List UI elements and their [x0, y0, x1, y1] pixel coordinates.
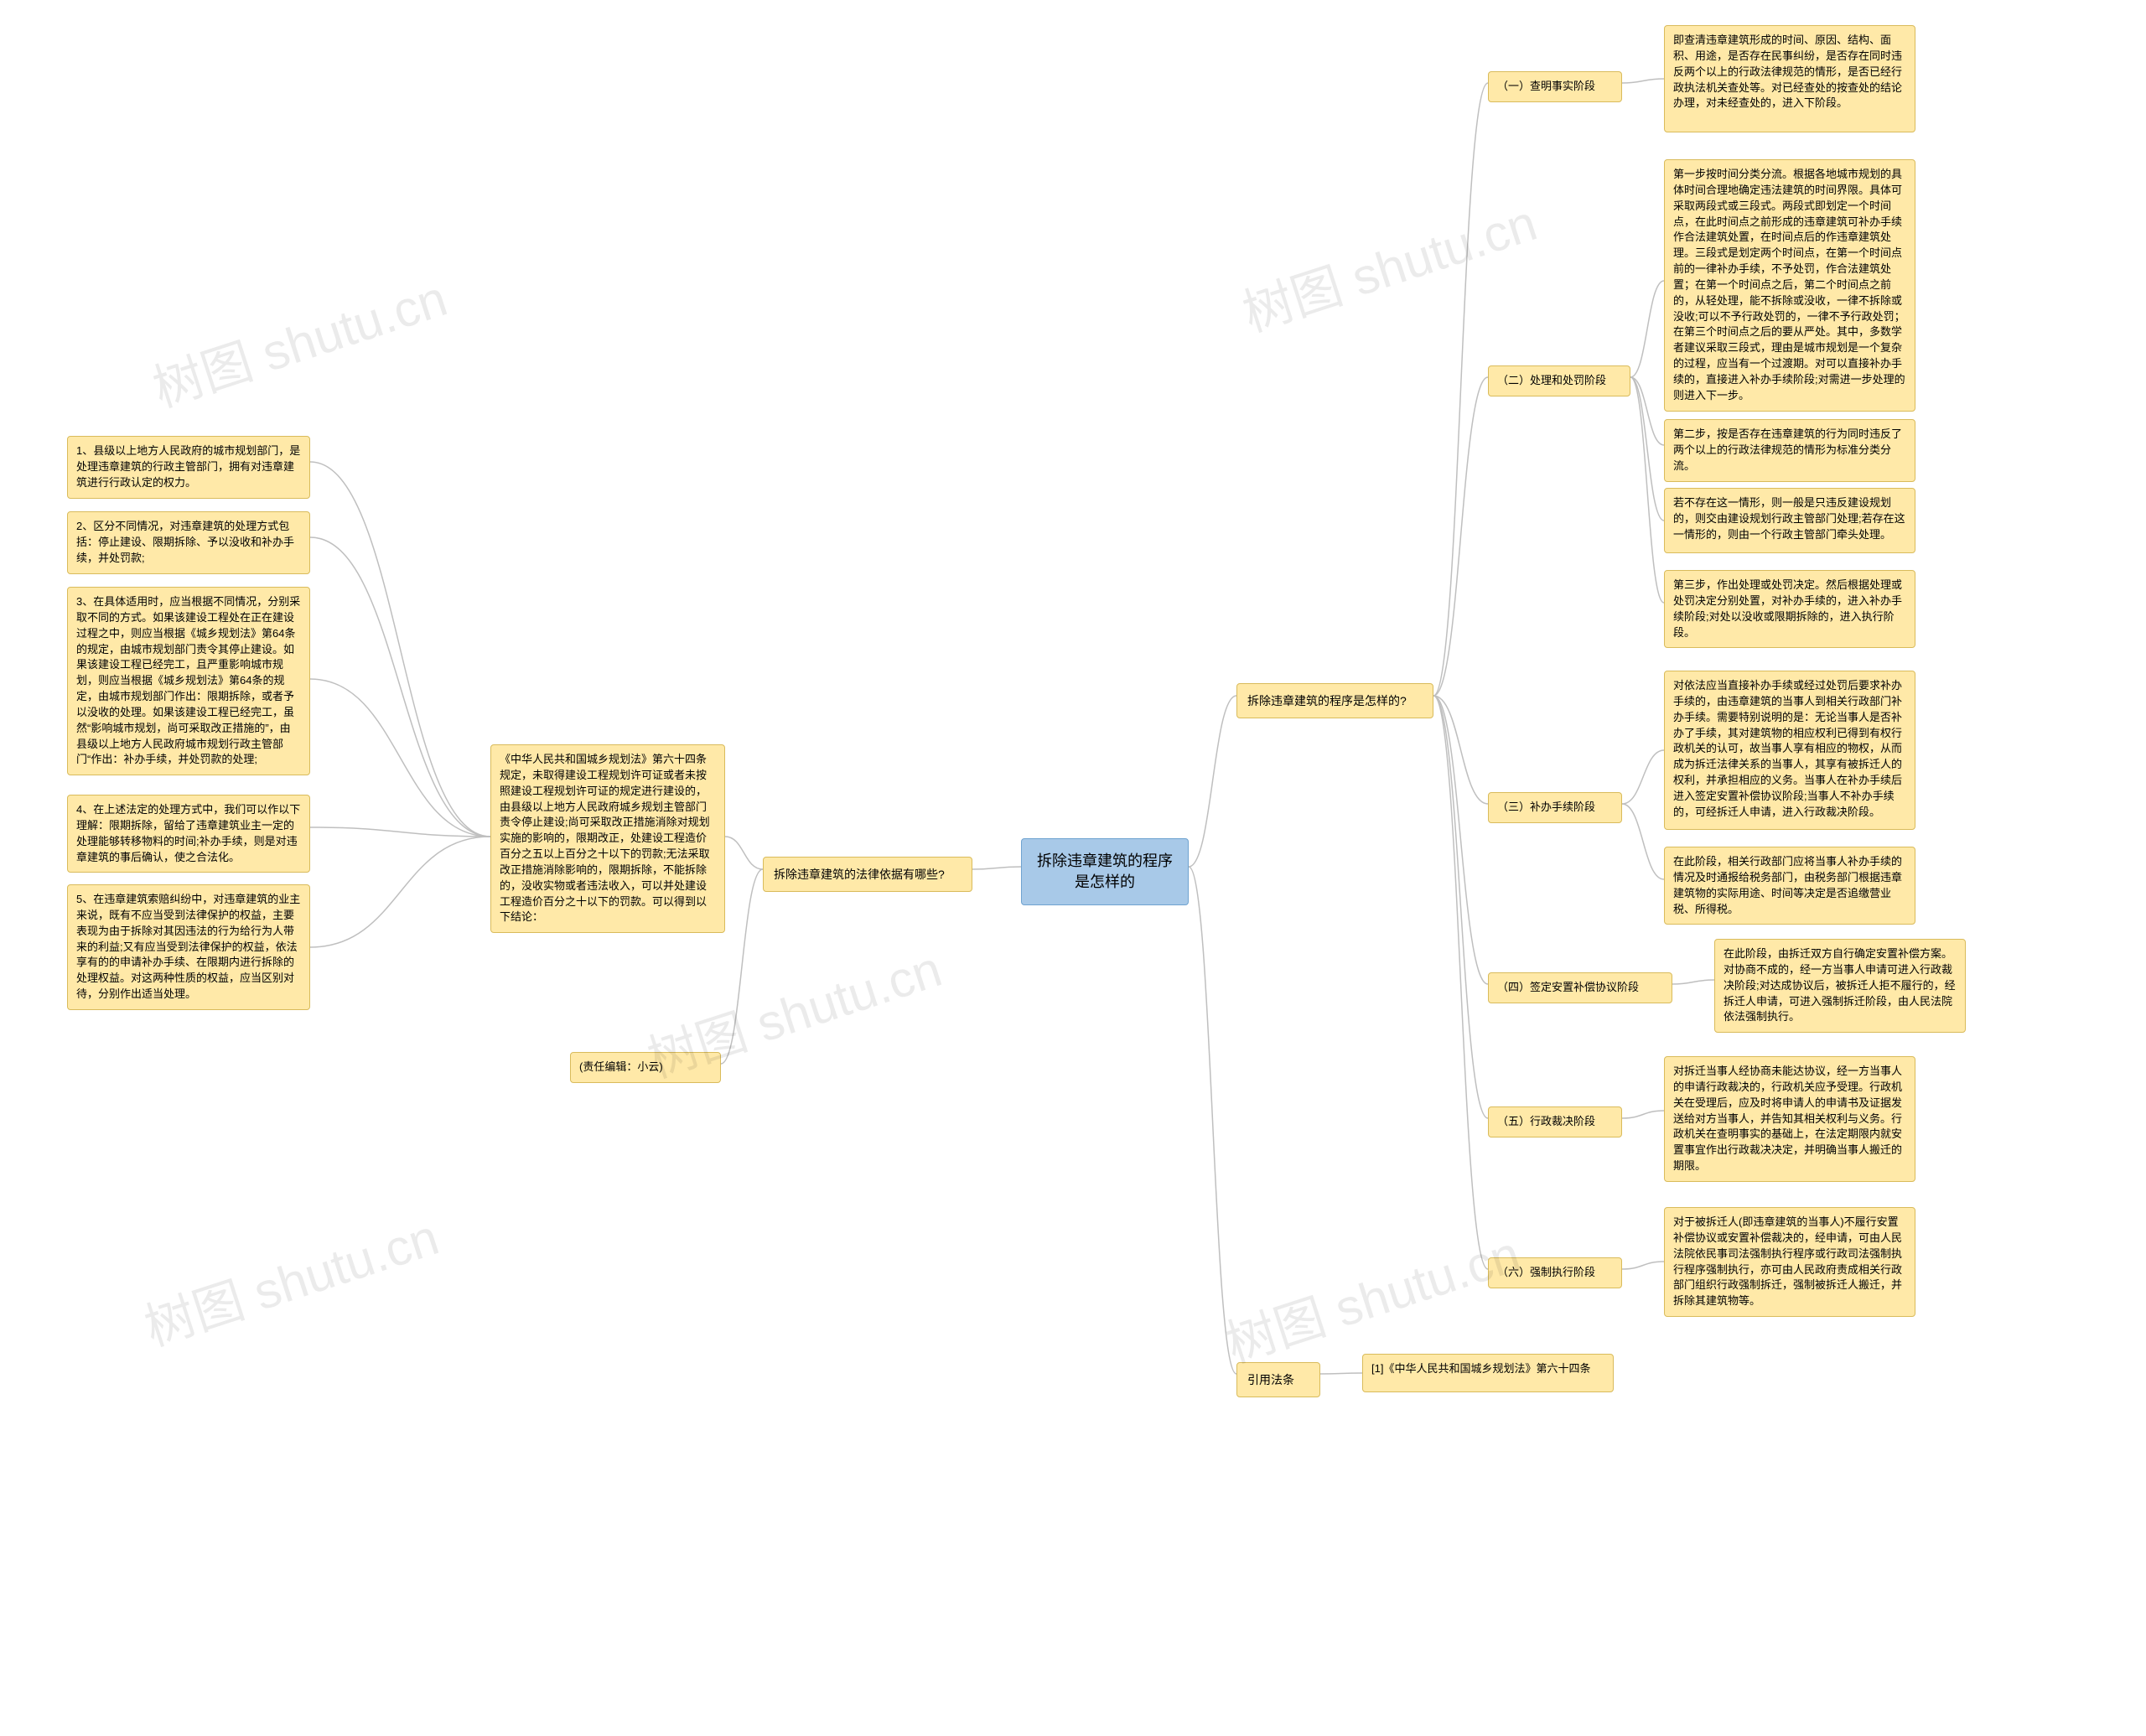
node-R1c1: 对依法应当直接补办手续或经过处罚后要求补办手续的，由违章建筑的当事人到相关行政部… [1664, 671, 1915, 830]
node-L1a2: 2、区分不同情况，对违章建筑的处理方式包括：停止建设、限期拆除、予以没收和补办手… [67, 511, 310, 574]
watermark: 树图 shutu.cn [1232, 183, 1545, 346]
node-R1e1: 对拆迁当事人经协商未能达协议，经一方当事人的申请行政裁决的，行政机关应予受理。行… [1664, 1056, 1915, 1182]
watermark: 树图 shutu.cn [1216, 1214, 1528, 1377]
node-R1d: （四）签定安置补偿协议阶段 [1488, 972, 1672, 1003]
node-R1c: （三）补办手续阶段 [1488, 792, 1622, 823]
node-R1a1: 即查清违章建筑形成的时间、原因、结构、面积、用途，是否存在民事纠纷，是否存在同时… [1664, 25, 1915, 132]
node-R1a: （一）查明事实阶段 [1488, 71, 1622, 102]
topic-R1: 拆除违章建筑的程序是怎样的? [1236, 683, 1433, 718]
watermark: 树图 shutu.cn [143, 258, 455, 422]
root-node: 拆除违章建筑的程序是怎样的 [1021, 838, 1189, 905]
node-R1b1: 第一步按时间分类分流。根据各地城市规划的具体时间合理地确定违法建筑的时间界限。具… [1664, 159, 1915, 412]
node-R1b: （二）处理和处罚阶段 [1488, 365, 1630, 396]
topic-R2: 引用法条 [1236, 1362, 1320, 1397]
node-R2a: [1]《中华人民共和国城乡规划法》第六十四条 [1362, 1354, 1614, 1392]
node-L1a4: 4、在上述法定的处理方式中，我们可以作以下理解：限期拆除，留给了违章建筑业主一定… [67, 795, 310, 873]
node-R1b2: 第二步，按是否存在违章建筑的行为同时违反了两个以上的行政法律规范的情形为标准分类… [1664, 419, 1915, 482]
node-L1a: 《中华人民共和国城乡规划法》第六十四条规定，未取得建设工程规划许可证或者未按照建… [490, 744, 725, 933]
topic-L1: 拆除违章建筑的法律依据有哪些? [763, 857, 972, 892]
node-R1d1: 在此阶段，由拆迁双方自行确定安置补偿方案。对协商不成的，经一方当事人申请可进入行… [1714, 939, 1966, 1033]
watermark: 树图 shutu.cn [134, 1197, 447, 1360]
node-R1f: （六）强制执行阶段 [1488, 1257, 1622, 1288]
node-L1a1: 1、县级以上地方人民政府的城市规划部门，是处理违章建筑的行政主管部门，拥有对违章… [67, 436, 310, 499]
node-R1b4: 第三步，作出处理或处罚决定。然后根据处理或处罚决定分别处置，对补办手续的，进入补… [1664, 570, 1915, 648]
node-R1f1: 对于被拆迁人(即违章建筑的当事人)不履行安置补偿协议或安置补偿裁决的，经申请，可… [1664, 1207, 1915, 1317]
node-L1a3: 3、在具体适用时，应当根据不同情况，分别采取不同的方式。如果该建设工程处在正在建… [67, 587, 310, 775]
node-R1b3: 若不存在这一情形，则一般是只违反建设规划的，则交由建设规划行政主管部门处理;若存… [1664, 488, 1915, 553]
node-L1a5: 5、在违章建筑索赔纠纷中，对违章建筑的业主来说，既有不应当受到法律保护的权益，主… [67, 884, 310, 1010]
node-R1c2: 在此阶段，相关行政部门应将当事人补办手续的情况及时通报给税务部门，由税务部门根据… [1664, 847, 1915, 925]
node-R1e: （五）行政裁决阶段 [1488, 1106, 1622, 1137]
node-L1b: (责任编辑：小云) [570, 1052, 721, 1083]
